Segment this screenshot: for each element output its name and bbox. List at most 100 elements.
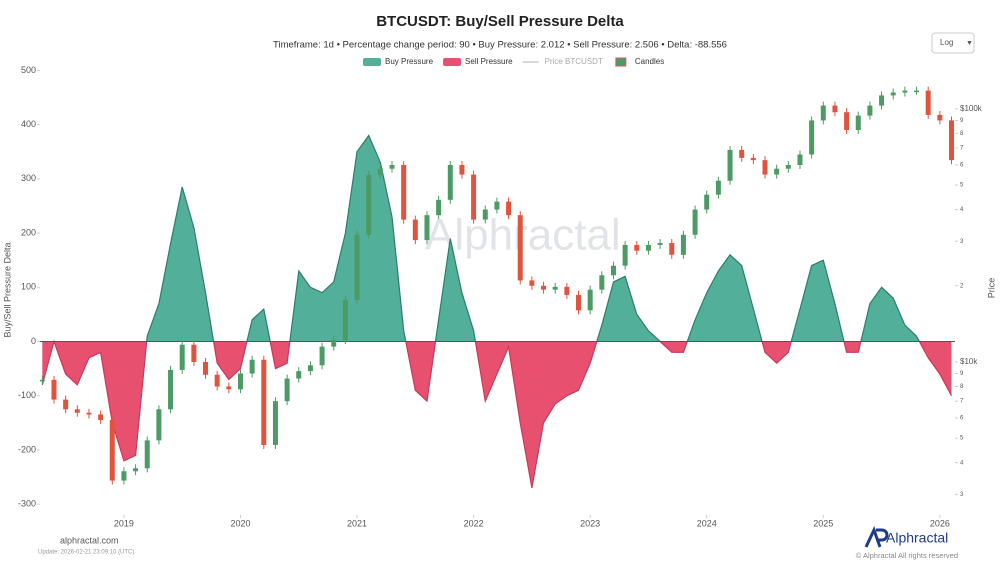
y2-tick-label: 9: [960, 118, 964, 124]
candle: [401, 164, 407, 220]
y2-tick-label: 6: [960, 416, 964, 422]
candle: [436, 199, 442, 216]
legend-swatch: [443, 58, 462, 66]
legend-label: Sell Pressure: [465, 57, 513, 66]
candle: [331, 340, 337, 347]
candle: [914, 90, 920, 93]
candle: [610, 265, 616, 276]
y-tick-label: 0: [31, 336, 36, 346]
dropdown-label[interactable]: Log: [940, 38, 953, 47]
candle: [809, 120, 815, 155]
legend-label: Price BTCUSDT: [545, 57, 603, 66]
y2-tick-label: 2: [960, 283, 964, 289]
legend-swatch: [363, 58, 381, 66]
candle: [144, 440, 150, 469]
chart-title: BTCUSDT: Buy/Sell Pressure Delta: [376, 13, 624, 30]
candle: [844, 112, 850, 130]
dropdown-box[interactable]: [931, 32, 975, 54]
x-tick-label: 2026: [930, 518, 950, 528]
candle: [237, 373, 243, 390]
candle: [98, 414, 104, 420]
y2-tick-label: 7: [960, 399, 964, 405]
candle: [412, 219, 418, 241]
candle: [692, 209, 698, 235]
candle: [296, 371, 302, 379]
candle: [622, 244, 628, 266]
candle: [109, 419, 115, 481]
candle: [704, 194, 710, 210]
candle: [587, 289, 593, 311]
y-tick-label: -100: [18, 390, 36, 400]
candle: [517, 215, 523, 281]
dropdown-arrow[interactable]: ▼: [966, 40, 973, 47]
y-tick-label: 300: [21, 173, 36, 183]
x-tick-label: 2021: [347, 518, 367, 528]
y-tick-label: -200: [18, 444, 36, 454]
candle: [354, 234, 360, 300]
y-tick-label: -300: [18, 499, 36, 509]
candle: [797, 154, 803, 165]
candle: [179, 344, 185, 370]
candle: [156, 409, 162, 441]
candle: [599, 275, 605, 290]
candle: [121, 471, 127, 481]
y-tick-label: 500: [21, 65, 36, 75]
y-tick-label: 400: [21, 119, 36, 129]
candle: [494, 201, 500, 210]
footer-site: alphractal.com: [60, 535, 119, 545]
legend-swatch: [615, 57, 627, 67]
candle: [471, 174, 477, 220]
delta-line-buy: [53, 134, 921, 342]
y2-tick-label: $100k: [960, 104, 983, 113]
candle: [249, 359, 255, 374]
x-tick-label: 2019: [114, 518, 134, 528]
scale-selector[interactable]: Log ▼: [931, 32, 975, 54]
candle: [657, 243, 663, 245]
candle: [820, 105, 826, 121]
candle: [191, 344, 197, 362]
candle: [727, 149, 733, 181]
candle: [319, 346, 325, 366]
candle: [680, 234, 686, 255]
candle: [564, 286, 570, 295]
candle: [377, 168, 383, 175]
candle: [529, 280, 535, 286]
candle: [74, 409, 80, 413]
x-tick-label: 2023: [580, 518, 600, 528]
candle: [272, 401, 278, 445]
candle: [634, 244, 640, 251]
candle: [739, 149, 745, 158]
candle: [459, 164, 465, 175]
candle: [552, 286, 558, 290]
candle: [669, 243, 675, 255]
y2-tick-label: 9: [960, 371, 964, 377]
y2-tick-label: 3: [960, 239, 964, 245]
watermark: Alphractal: [425, 211, 621, 260]
footer-brand: Alphractal: [886, 530, 948, 546]
footer-copyright: © Alphractal All rights reserved: [856, 551, 958, 560]
delta-line-sell: [41, 341, 953, 489]
candle: [541, 285, 547, 290]
candle: [261, 359, 267, 445]
candle: [715, 180, 721, 195]
y2-tick-label: 7: [960, 146, 964, 152]
legend-label: Candles: [635, 57, 664, 66]
candle: [645, 244, 651, 251]
candle: [203, 361, 209, 375]
y2-tick-label: 8: [960, 131, 964, 137]
candle: [366, 174, 372, 235]
candle: [890, 92, 896, 96]
candle: [226, 386, 232, 390]
y2-axis-label: Price: [986, 278, 996, 299]
candle: [832, 105, 838, 113]
y2-tick-label: 5: [960, 183, 964, 189]
candle: [576, 294, 582, 311]
x-tick-label: 2025: [813, 518, 833, 528]
candle: [855, 115, 861, 130]
candle: [389, 164, 395, 169]
y-tick-label: 200: [21, 227, 36, 237]
y-tick-label: 100: [21, 282, 36, 292]
candle: [902, 90, 908, 93]
brand-logo: [864, 526, 889, 548]
